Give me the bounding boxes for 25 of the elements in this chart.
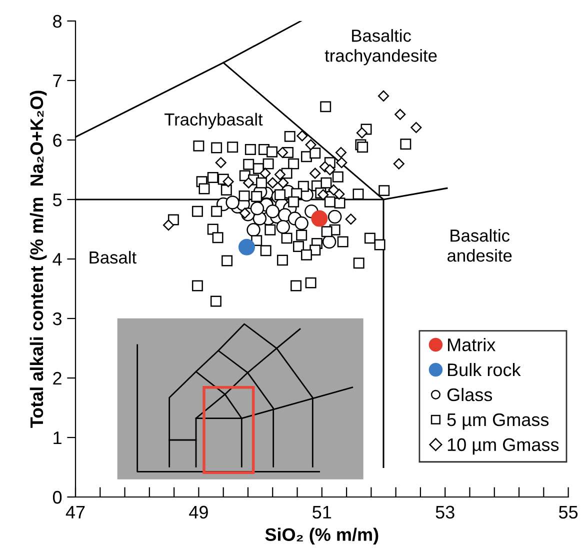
y-tick-label: 8 bbox=[53, 14, 62, 28]
y-tick-label: 0 bbox=[52, 490, 62, 504]
annotation: Trachybasalt bbox=[164, 112, 263, 130]
y-tick-label: 6 bbox=[53, 134, 62, 147]
legend-label: 10 µm Gmass bbox=[448, 438, 559, 455]
annotation: Basaltic andesite bbox=[448, 229, 512, 262]
y-tick-label: 5 bbox=[52, 194, 62, 206]
legend-label: Matrix bbox=[448, 338, 496, 352]
x-axis-title: SiO₂ (% m/m) bbox=[265, 528, 378, 545]
annotation: Basaltic trachyandesite bbox=[324, 29, 437, 66]
y-tick-label: 3 bbox=[52, 312, 62, 326]
y-axis-title: Total alkali content (% m/m Na₂O+K₂O) bbox=[30, 90, 47, 428]
x-tick-label: 49 bbox=[189, 506, 208, 519]
legend-label: Bulk rock bbox=[448, 362, 521, 376]
x-tick-label: 51 bbox=[312, 506, 332, 519]
annotation: Basalt bbox=[90, 250, 136, 264]
y-tick-label: 4 bbox=[52, 253, 62, 266]
y-tick-label: 7 bbox=[53, 74, 62, 88]
y-tick-label: 2 bbox=[53, 372, 62, 385]
x-tick-label: 55 bbox=[558, 506, 578, 519]
legend-label: Glass bbox=[447, 388, 492, 402]
x-tick-label: 53 bbox=[436, 506, 454, 519]
y-tick-label: 1 bbox=[54, 432, 62, 444]
x-tick-label: 47 bbox=[66, 506, 85, 518]
legend-label: 5 µm Gmass bbox=[447, 413, 549, 430]
